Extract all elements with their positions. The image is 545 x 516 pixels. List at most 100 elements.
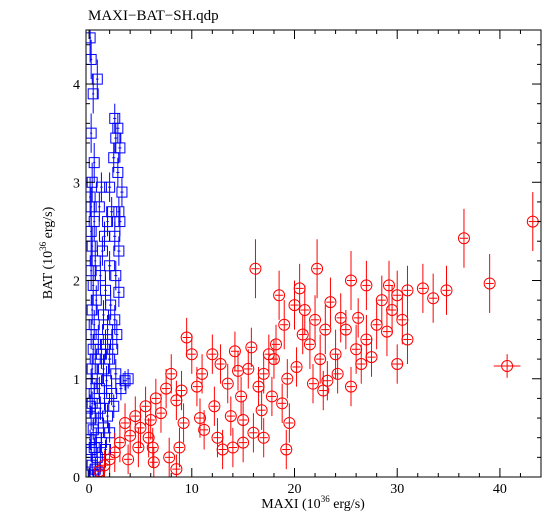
circle-marker bbox=[303, 338, 316, 351]
circle-marker bbox=[235, 390, 248, 403]
data-point bbox=[235, 376, 248, 417]
data-point bbox=[375, 275, 388, 325]
data-point bbox=[401, 314, 414, 365]
square-marker bbox=[102, 410, 114, 422]
square-marker bbox=[108, 152, 120, 164]
data-point bbox=[104, 172, 116, 202]
circle-marker bbox=[214, 358, 227, 371]
circle-marker bbox=[324, 296, 337, 309]
y-tick-label: 4 bbox=[73, 78, 80, 93]
circle-marker bbox=[180, 331, 193, 344]
data-point bbox=[147, 447, 160, 477]
data-point bbox=[198, 410, 211, 450]
square-marker bbox=[116, 186, 128, 198]
data-point bbox=[104, 344, 116, 374]
data-point bbox=[111, 319, 123, 350]
circle-marker bbox=[247, 426, 260, 439]
circle-marker bbox=[382, 279, 395, 292]
data-point bbox=[221, 364, 234, 404]
square-marker bbox=[97, 309, 109, 321]
data-point bbox=[457, 208, 470, 268]
data-point bbox=[280, 429, 293, 470]
circle-marker bbox=[170, 463, 183, 476]
circle-marker bbox=[283, 416, 296, 429]
data-point bbox=[160, 368, 173, 409]
data-point bbox=[329, 329, 342, 379]
square-marker bbox=[86, 32, 96, 44]
circle-marker bbox=[163, 451, 176, 464]
data-point bbox=[257, 418, 270, 458]
data-point bbox=[149, 378, 162, 419]
plot-frame bbox=[85, 29, 542, 478]
data-point bbox=[139, 386, 152, 426]
data-point bbox=[309, 295, 322, 345]
data-point bbox=[114, 133, 126, 163]
chart-title: MAXI−BAT−SH.qdp bbox=[88, 8, 219, 24]
square-marker bbox=[113, 286, 125, 298]
y-tick-label: 1 bbox=[73, 373, 80, 388]
series-square bbox=[86, 30, 134, 477]
square-marker bbox=[96, 245, 108, 257]
square-marker bbox=[104, 260, 116, 272]
data-point bbox=[306, 364, 319, 404]
data-point bbox=[255, 390, 268, 430]
data-point bbox=[97, 300, 109, 330]
axis-ticks: 0 10 20 30 40 0 1 2 3 4 bbox=[73, 30, 541, 497]
data-point bbox=[113, 236, 125, 266]
circle-marker bbox=[293, 282, 306, 295]
data-point bbox=[180, 317, 193, 358]
circle-marker bbox=[344, 274, 357, 287]
circle-marker bbox=[270, 338, 283, 351]
square-marker bbox=[110, 368, 122, 380]
data-point bbox=[109, 305, 121, 335]
series-circle-cross bbox=[93, 192, 539, 477]
data-point bbox=[339, 309, 352, 350]
data-point bbox=[391, 344, 404, 384]
data-point bbox=[170, 454, 183, 477]
circle-marker bbox=[221, 377, 234, 390]
data-point bbox=[122, 444, 135, 475]
data-point bbox=[247, 413, 260, 453]
circle-marker bbox=[142, 431, 155, 444]
circle-marker bbox=[360, 279, 373, 292]
data-point bbox=[344, 366, 357, 407]
circle-marker bbox=[380, 325, 393, 338]
data-point bbox=[208, 386, 221, 426]
data-point bbox=[283, 403, 296, 443]
circle-marker bbox=[276, 397, 289, 410]
data-point bbox=[314, 334, 327, 384]
y-axis-title: BAT (1036 erg/s) bbox=[38, 206, 56, 299]
circle-marker bbox=[216, 443, 229, 456]
circle-marker bbox=[160, 382, 173, 395]
circle-marker bbox=[331, 367, 344, 380]
x-tick-label: 0 bbox=[86, 482, 93, 497]
circle-marker bbox=[147, 456, 160, 469]
data-point bbox=[214, 344, 227, 384]
data-point bbox=[317, 370, 330, 411]
data-point bbox=[270, 324, 283, 365]
square-marker bbox=[113, 245, 125, 257]
data-point bbox=[87, 74, 99, 114]
square-marker bbox=[109, 314, 121, 326]
x-axis-title: MAXI (1036 erg/s) bbox=[261, 494, 365, 512]
square-marker bbox=[119, 375, 131, 387]
data-point bbox=[249, 239, 262, 299]
circle-marker bbox=[206, 348, 219, 361]
circle-marker bbox=[501, 359, 514, 372]
circle-marker bbox=[249, 262, 262, 275]
data-point bbox=[96, 236, 108, 266]
data-point bbox=[173, 427, 186, 468]
data-point bbox=[281, 359, 294, 399]
circle-marker bbox=[262, 348, 275, 361]
data-point bbox=[440, 265, 453, 315]
data-point bbox=[102, 404, 114, 428]
circle-marker bbox=[122, 453, 135, 466]
data-point bbox=[86, 251, 97, 291]
data-point bbox=[97, 354, 109, 384]
x-tick-label: 40 bbox=[493, 482, 507, 497]
circle-marker bbox=[440, 284, 453, 297]
data-point bbox=[483, 253, 496, 313]
circle-marker bbox=[296, 328, 309, 341]
circle-marker bbox=[317, 384, 330, 397]
data-point bbox=[224, 396, 237, 436]
